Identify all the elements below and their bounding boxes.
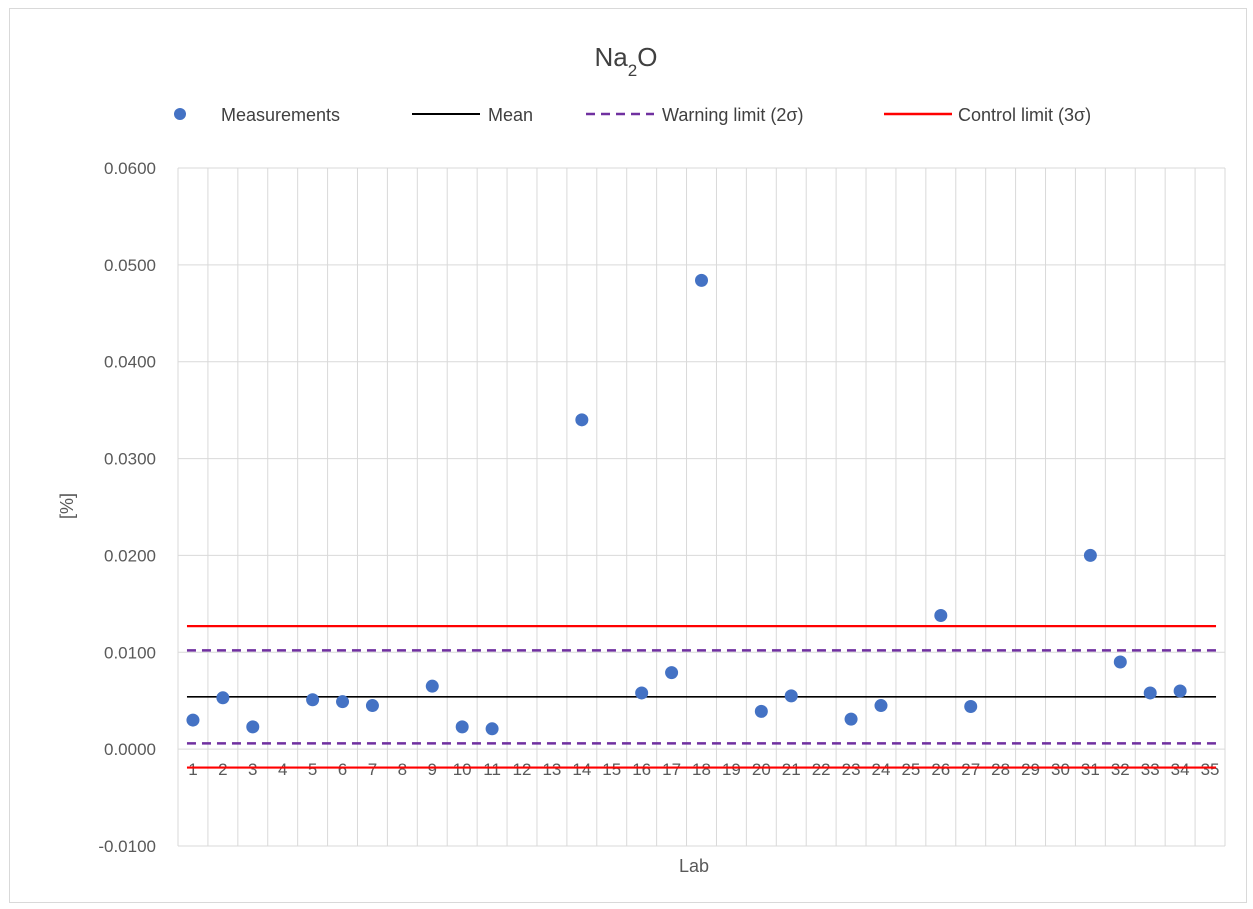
measurement-point-lab-23 — [844, 712, 858, 726]
x-tick-label: 31 — [1081, 760, 1100, 779]
chart-title-tail: O — [637, 42, 657, 72]
y-tick-label: 0.0200 — [104, 546, 156, 565]
x-tick-label: 7 — [368, 760, 377, 779]
x-tick-label: 1 — [188, 760, 197, 779]
x-tick-label: 27 — [961, 760, 980, 779]
measurement-point-lab-16 — [635, 686, 649, 700]
x-tick-label: 18 — [692, 760, 711, 779]
x-tick-label: 11 — [483, 760, 501, 779]
measurement-point-lab-7 — [365, 699, 379, 713]
x-tick-labels: 1 2 3 4 5 6 7 8 9 10 11 12 13 14 15 16 17 18 19 20 21 22 23 24 2… — [188, 760, 1219, 779]
measurement-point-lab-6 — [336, 695, 350, 709]
measurement-point-lab-20 — [754, 704, 768, 718]
x-tick-label: 25 — [901, 760, 920, 779]
x-tick-label: 26 — [931, 760, 950, 779]
measurement-point-lab-9 — [425, 679, 439, 693]
measurement-point-lab-5 — [306, 693, 320, 707]
measurement-point-lab-31 — [1083, 548, 1097, 562]
chart-title-subscript: 2 — [628, 61, 637, 80]
x-tick-label: 2 — [218, 760, 227, 779]
x-tick-label: 19 — [722, 760, 741, 779]
measurement-point-lab-2 — [216, 691, 230, 705]
y-tick-label: 0.0600 — [104, 159, 156, 178]
y-tick-labels: -0.0100 0.0000 0.0100 0.0200 0.0300 0.0400 0.0… — [98, 159, 156, 856]
y-tick-label: 0.0400 — [104, 353, 156, 372]
measurement-point-lab-34 — [1173, 684, 1187, 698]
x-tick-label: 4 — [278, 760, 287, 779]
x-tick-label: 12 — [513, 760, 532, 779]
measurement-point-lab-24 — [874, 699, 888, 713]
y-tick-label: 0.0500 — [104, 256, 156, 275]
y-tick-label: -0.0100 — [98, 837, 156, 856]
x-tick-label: 24 — [872, 760, 891, 779]
x-tick-label: 34 — [1171, 760, 1190, 779]
y-axis-title: [%] — [57, 493, 77, 519]
x-axis-title: Lab — [679, 856, 709, 876]
measurement-point-lab-14 — [575, 413, 589, 427]
x-tick-label: 17 — [662, 760, 681, 779]
x-tick-label: 33 — [1141, 760, 1160, 779]
measurement-point-lab-26 — [934, 608, 948, 622]
measurement-point-lab-10 — [455, 720, 469, 734]
x-tick-label: 22 — [812, 760, 831, 779]
x-tick-label: 32 — [1111, 760, 1130, 779]
chart-title: Na2O — [595, 42, 658, 80]
measurement-point-lab-11 — [485, 722, 499, 736]
x-tick-label: 8 — [398, 760, 407, 779]
measurement-point-lab-1 — [186, 713, 200, 727]
x-tick-label: 16 — [632, 760, 651, 779]
x-tick-label: 13 — [542, 760, 561, 779]
x-tick-label: 9 — [428, 760, 437, 779]
legend-label-mean: Mean — [488, 105, 533, 125]
grid — [177, 167, 1226, 847]
x-tick-label: 5 — [308, 760, 317, 779]
x-tick-label: 15 — [602, 760, 621, 779]
legend-label-warning: Warning limit (2σ) — [662, 105, 803, 125]
chart-title-main: Na — [595, 42, 629, 72]
x-tick-label: 10 — [453, 760, 472, 779]
measurement-point-lab-18 — [695, 273, 708, 287]
legend: Measurements Mean Warning limit (2σ) Con… — [174, 105, 1091, 125]
x-tick-label: 6 — [338, 760, 347, 779]
measurement-point-lab-32 — [1113, 655, 1127, 669]
y-tick-label: 0.0100 — [104, 643, 156, 662]
y-tick-label: 0.0000 — [104, 740, 156, 759]
x-tick-label: 21 — [782, 760, 801, 779]
x-tick-label: 23 — [842, 760, 861, 779]
legend-label-control: Control limit (3σ) — [958, 105, 1091, 125]
x-tick-label: 35 — [1201, 760, 1220, 779]
measurement-point-lab-3 — [246, 720, 260, 734]
measurement-points — [186, 273, 1187, 736]
x-tick-label: 28 — [991, 760, 1010, 779]
x-tick-label: 20 — [752, 760, 771, 779]
measurement-point-lab-21 — [784, 689, 798, 703]
measurement-point-lab-33 — [1143, 686, 1157, 700]
reference-lines — [186, 625, 1217, 769]
x-tick-label: 14 — [572, 760, 591, 779]
legend-marker-measurements — [174, 108, 186, 120]
y-tick-label: 0.0300 — [104, 450, 156, 469]
x-tick-label: 29 — [1021, 760, 1040, 779]
chart-frame — [9, 8, 1247, 903]
legend-label-measurements: Measurements — [221, 105, 340, 125]
measurement-point-lab-27 — [964, 700, 978, 714]
measurement-point-lab-17 — [665, 666, 679, 680]
x-tick-label: 30 — [1051, 760, 1070, 779]
x-tick-label: 3 — [248, 760, 257, 779]
